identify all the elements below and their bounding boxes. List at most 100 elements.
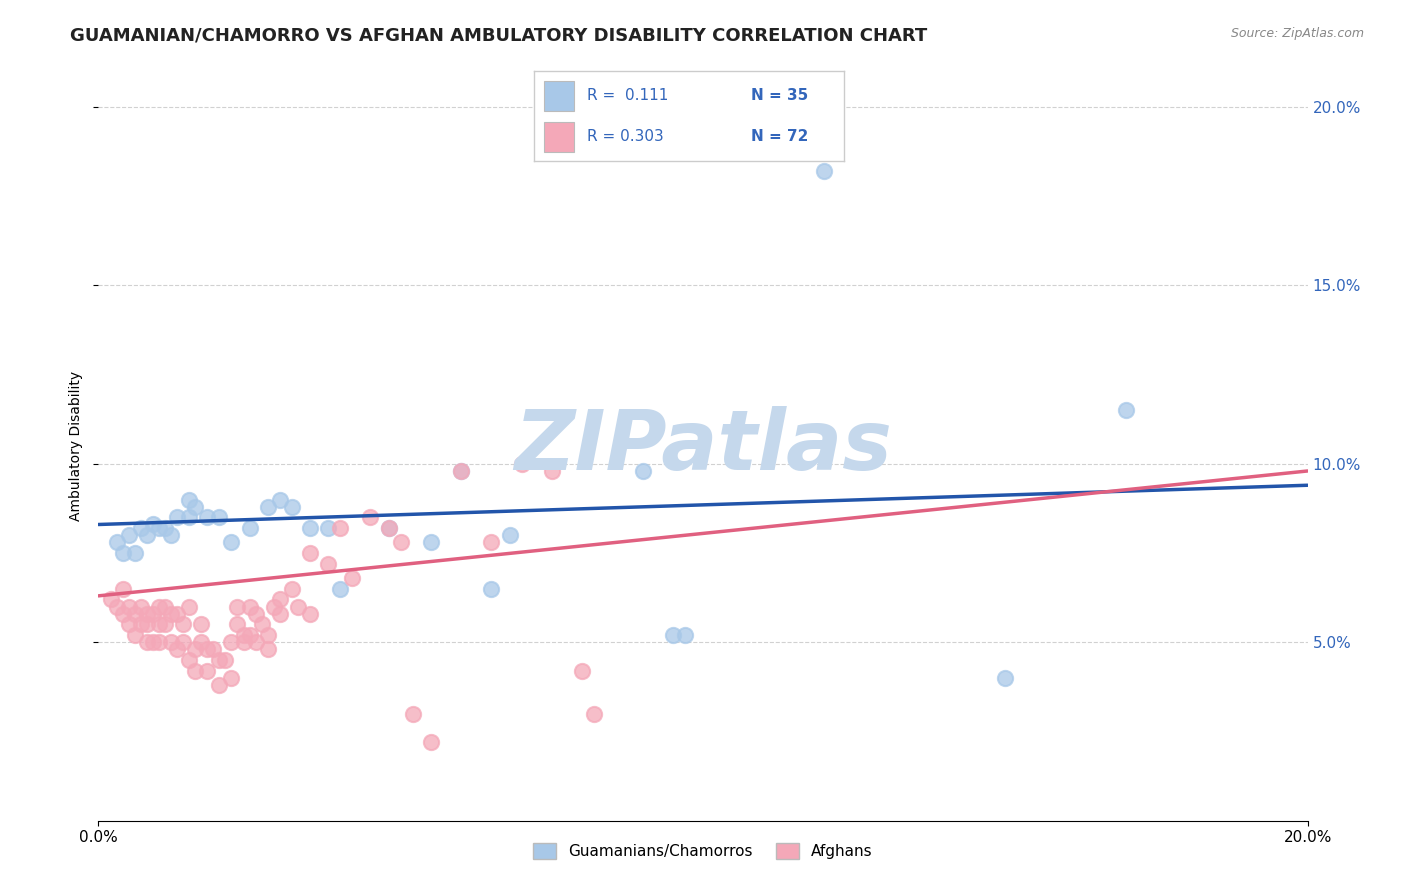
- Point: [208, 510, 231, 524]
- Point: [420, 735, 443, 749]
- Point: [316, 557, 339, 571]
- Point: [153, 521, 176, 535]
- Point: [299, 546, 322, 560]
- Point: [111, 582, 134, 596]
- Point: [135, 617, 157, 632]
- Point: [245, 635, 267, 649]
- Point: [994, 671, 1017, 685]
- Point: [377, 521, 399, 535]
- Point: [389, 535, 412, 549]
- Point: [281, 582, 304, 596]
- Point: [184, 664, 207, 678]
- Point: [148, 599, 170, 614]
- Point: [208, 678, 231, 692]
- Point: [160, 528, 183, 542]
- Point: [179, 510, 201, 524]
- Point: [111, 607, 134, 621]
- Text: N = 72: N = 72: [751, 128, 808, 144]
- Point: [239, 521, 262, 535]
- Point: [269, 607, 291, 621]
- Point: [105, 535, 128, 549]
- Point: [179, 492, 201, 507]
- Point: [360, 510, 382, 524]
- Text: R =  0.111: R = 0.111: [586, 88, 668, 103]
- Y-axis label: Ambulatory Disability: Ambulatory Disability: [69, 371, 83, 521]
- Point: [450, 464, 472, 478]
- Point: [124, 546, 146, 560]
- Text: Source: ZipAtlas.com: Source: ZipAtlas.com: [1230, 27, 1364, 40]
- Point: [250, 617, 273, 632]
- Point: [299, 607, 322, 621]
- Point: [124, 628, 146, 642]
- Point: [813, 164, 835, 178]
- Point: [135, 528, 157, 542]
- Point: [245, 607, 267, 621]
- Point: [571, 664, 593, 678]
- Point: [420, 535, 443, 549]
- Point: [142, 607, 165, 621]
- Point: [142, 517, 165, 532]
- Point: [184, 500, 207, 514]
- Point: [105, 599, 128, 614]
- Point: [256, 628, 278, 642]
- Legend: Guamanians/Chamorros, Afghans: Guamanians/Chamorros, Afghans: [527, 838, 879, 865]
- Point: [481, 582, 503, 596]
- Point: [540, 464, 562, 478]
- Point: [256, 642, 278, 657]
- Point: [111, 546, 134, 560]
- Point: [329, 521, 352, 535]
- Point: [269, 592, 291, 607]
- Point: [377, 521, 399, 535]
- Point: [208, 653, 231, 667]
- Point: [583, 706, 606, 721]
- Point: [214, 653, 236, 667]
- Point: [239, 599, 262, 614]
- Point: [190, 635, 212, 649]
- Point: [263, 599, 285, 614]
- Point: [166, 642, 188, 657]
- Text: ZIPatlas: ZIPatlas: [515, 406, 891, 486]
- FancyBboxPatch shape: [544, 122, 575, 152]
- Point: [342, 571, 364, 585]
- Point: [190, 617, 212, 632]
- Point: [153, 599, 176, 614]
- Point: [221, 635, 243, 649]
- Point: [281, 500, 304, 514]
- Point: [232, 635, 254, 649]
- Point: [402, 706, 425, 721]
- Point: [148, 635, 170, 649]
- Point: [172, 617, 194, 632]
- Point: [118, 599, 141, 614]
- Point: [329, 582, 352, 596]
- Text: N = 35: N = 35: [751, 88, 808, 103]
- Point: [148, 617, 170, 632]
- Point: [316, 521, 339, 535]
- Point: [100, 592, 122, 607]
- Point: [129, 521, 152, 535]
- Point: [184, 642, 207, 657]
- Point: [135, 607, 157, 621]
- Point: [129, 617, 152, 632]
- Point: [239, 628, 262, 642]
- Text: GUAMANIAN/CHAMORRO VS AFGHAN AMBULATORY DISABILITY CORRELATION CHART: GUAMANIAN/CHAMORRO VS AFGHAN AMBULATORY …: [70, 27, 928, 45]
- Point: [269, 492, 291, 507]
- Point: [232, 628, 254, 642]
- Point: [498, 528, 520, 542]
- Point: [195, 664, 218, 678]
- Point: [256, 500, 278, 514]
- Point: [450, 464, 472, 478]
- Point: [153, 617, 176, 632]
- Point: [179, 653, 201, 667]
- FancyBboxPatch shape: [544, 81, 575, 111]
- Point: [299, 521, 322, 535]
- Point: [172, 635, 194, 649]
- Point: [166, 607, 188, 621]
- Point: [221, 535, 243, 549]
- Point: [160, 635, 183, 649]
- Point: [124, 607, 146, 621]
- Point: [221, 671, 243, 685]
- Point: [226, 599, 249, 614]
- Text: R = 0.303: R = 0.303: [586, 128, 664, 144]
- Point: [135, 635, 157, 649]
- Point: [1115, 403, 1137, 417]
